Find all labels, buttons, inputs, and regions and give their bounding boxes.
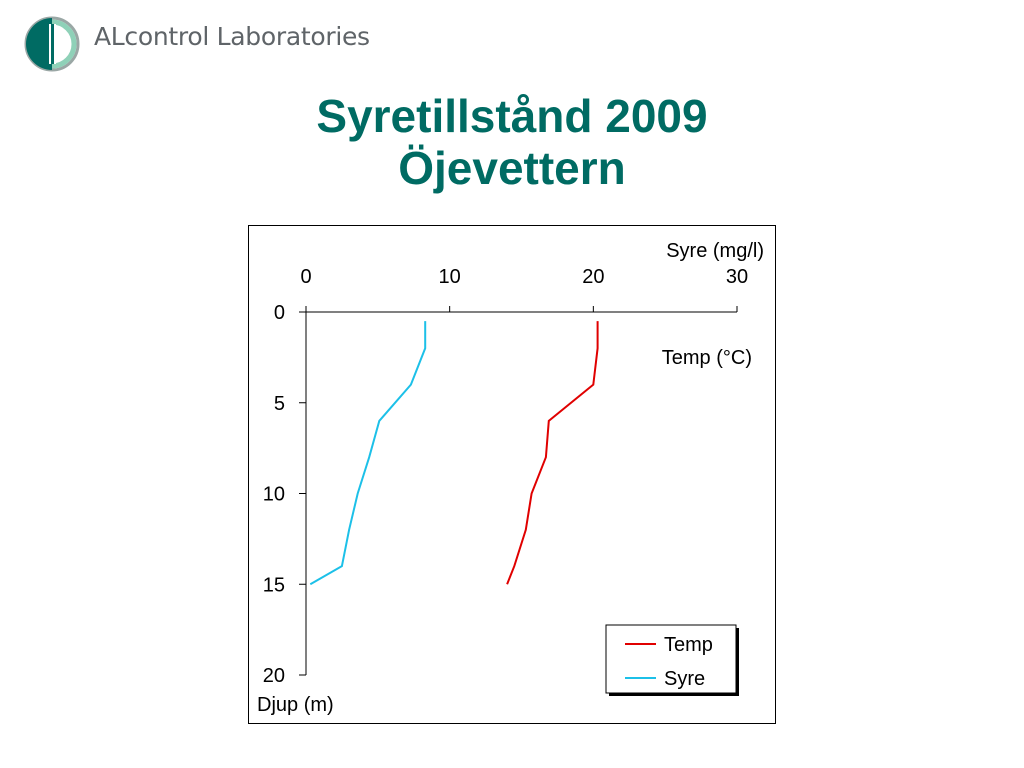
x-axis-label-syre: Syre (mg/l) bbox=[666, 240, 764, 262]
legend-label-syre: Syre bbox=[664, 668, 705, 690]
series-line-syre bbox=[309, 321, 427, 586]
y-axis-tick-label: 10 bbox=[263, 484, 285, 506]
title-line-2: Öjevettern bbox=[398, 142, 626, 194]
series-line-temp bbox=[506, 321, 599, 585]
x-axis-tick-label: 0 bbox=[300, 266, 311, 288]
x-axis-label-temp: Temp (°C) bbox=[662, 347, 752, 369]
y-axis-tick-label: 15 bbox=[263, 574, 285, 596]
x-axis-tick-label: 30 bbox=[726, 266, 748, 288]
title-line-1: Syretillstånd 2009 bbox=[316, 90, 708, 142]
chart-frame: 0 10 20 30 Syre (mg/l) Temp (°C) 0 5 10 15 20 Djup … bbox=[248, 225, 776, 724]
legend-label-temp: Temp bbox=[664, 634, 713, 656]
y-axis-tick-label: 5 bbox=[274, 393, 285, 415]
alcontrol-logo bbox=[24, 16, 80, 72]
legend-box bbox=[605, 624, 737, 694]
x-axis-tick-label: 20 bbox=[582, 266, 604, 288]
y-axis-label: Djup (m) bbox=[257, 694, 334, 716]
y-axis-tick-label: 0 bbox=[274, 302, 285, 324]
page-title: Syretillstånd 2009 Öjevettern bbox=[0, 90, 1024, 194]
x-axis-tick-label: 10 bbox=[439, 266, 461, 288]
brand-name: ALcontrol Laboratories bbox=[94, 22, 370, 51]
depth-profile-chart: 0 10 20 30 Syre (mg/l) Temp (°C) 0 5 10 15 20 Djup … bbox=[257, 240, 764, 716]
y-axis-tick-label: 20 bbox=[263, 665, 285, 687]
